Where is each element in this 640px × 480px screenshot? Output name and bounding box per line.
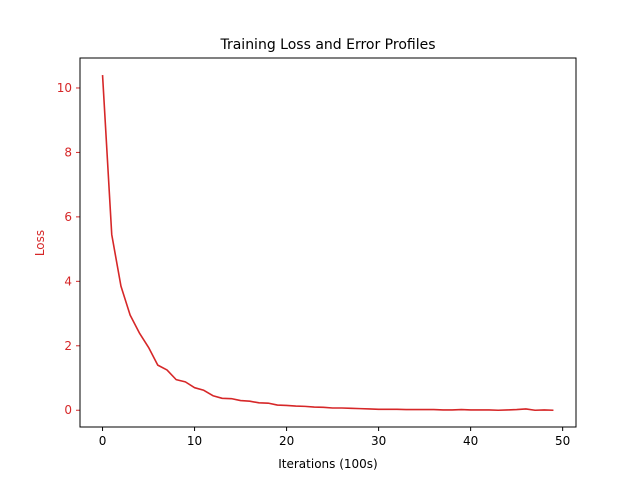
y-tick-label: 0: [64, 403, 72, 417]
loss-series-line: [101, 75, 554, 412]
x-tick-label: 40: [463, 434, 478, 448]
x-tick-label: 30: [371, 434, 386, 448]
x-axis-ticks: 0 10 20 30 40 50: [99, 427, 570, 448]
x-tick-label: 20: [279, 434, 294, 448]
y-axis-title: Loss: [33, 230, 47, 256]
y-tick-label: 8: [64, 145, 72, 159]
y-tick-label: 4: [64, 274, 72, 288]
x-axis-title: Iterations (100s): [278, 457, 378, 471]
y-axis-ticks: 0 2 4 6 8 10: [57, 81, 80, 417]
y-tick-label: 2: [64, 339, 72, 353]
chart-title: Training Loss and Error Profiles: [219, 37, 435, 53]
x-tick-label: 0: [99, 434, 107, 448]
plot-frame: [79, 57, 577, 428]
y-tick-label: 6: [64, 210, 72, 224]
y-tick-label: 10: [57, 81, 72, 95]
x-tick-label: 10: [187, 434, 202, 448]
series-layer: [101, 75, 554, 412]
x-tick-label: 50: [555, 434, 570, 448]
